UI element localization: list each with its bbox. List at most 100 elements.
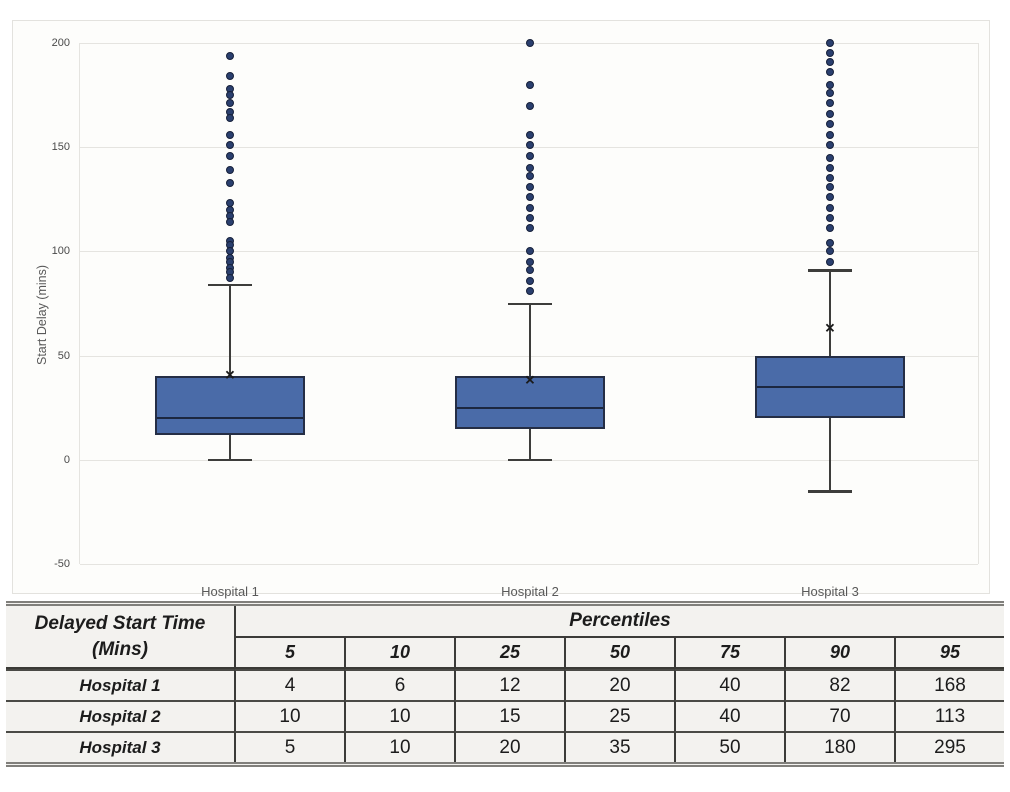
outlier-dot <box>826 99 834 108</box>
table-cell: 10 <box>234 700 344 731</box>
outlier-dot <box>826 120 834 129</box>
whisker-cap <box>208 458 252 462</box>
y-axis-tick-label: 200 <box>51 37 70 49</box>
outlier-dot <box>526 276 534 285</box>
whisker-cap <box>808 269 852 272</box>
outlier-dot <box>526 39 534 47</box>
whisker-cap <box>808 490 852 493</box>
boxplot-box <box>155 376 305 435</box>
table-corner-header: Delayed Start Time (Mins) <box>6 606 234 669</box>
table-cell: 10 <box>344 700 454 731</box>
table-cell: 180 <box>784 731 894 762</box>
table-cell: 35 <box>564 731 674 762</box>
outlier-dot <box>826 247 834 256</box>
outlier-dot <box>826 239 834 248</box>
table-cell: 40 <box>674 669 784 700</box>
outlier-dot <box>826 109 834 118</box>
corner-header-line1: Delayed Start Time <box>34 612 206 634</box>
median-line <box>157 417 303 420</box>
table-cell: 25 <box>564 700 674 731</box>
outlier-dot <box>826 214 834 223</box>
outlier-dot <box>526 141 534 150</box>
outlier-dot <box>526 164 534 173</box>
table-cell: 295 <box>894 731 1004 762</box>
outlier-dot <box>826 203 834 212</box>
column-header: 50 <box>564 638 674 669</box>
table-cell: 4 <box>234 669 344 700</box>
outlier-dot <box>526 172 534 181</box>
outlier-dot <box>226 72 234 81</box>
outlier-dot <box>826 141 834 150</box>
outlier-dot <box>526 257 534 266</box>
table-cell: 82 <box>784 669 894 700</box>
outlier-dot <box>826 153 834 162</box>
x-category-label: Hospital 3 <box>801 584 859 599</box>
whisker-cap <box>508 458 552 462</box>
mean-marker: ✕ <box>224 368 236 384</box>
outlier-dot <box>226 91 234 100</box>
table-cell: 5 <box>234 731 344 762</box>
outlier-dot <box>526 151 534 160</box>
percentiles-table: Delayed Start Time (Mins) Percentiles 5 … <box>6 601 1004 767</box>
column-header: 25 <box>454 638 564 669</box>
corner-header-line2: (Mins) <box>92 638 148 660</box>
y-axis-tick-label: -50 <box>54 558 70 570</box>
x-category-label: Hospital 1 <box>201 584 259 599</box>
column-header: 90 <box>784 638 894 669</box>
outlier-dot <box>526 286 534 295</box>
outlier-dot <box>526 266 534 275</box>
table-cell: 20 <box>564 669 674 700</box>
outlier-dot <box>526 182 534 191</box>
outlier-dot <box>526 224 534 233</box>
whisker-line <box>229 284 231 460</box>
outlier-dot <box>826 80 834 89</box>
outlier-dot <box>226 141 234 150</box>
whisker-cap <box>208 283 252 287</box>
outlier-dot <box>526 80 534 89</box>
outlier-dot <box>226 114 234 123</box>
table-cell: 6 <box>344 669 454 700</box>
table-cell: 50 <box>674 731 784 762</box>
table-cell: 113 <box>894 700 1004 731</box>
outlier-dot <box>226 178 234 187</box>
row-label: Hospital 2 <box>6 700 234 731</box>
table-cell: 40 <box>674 700 784 731</box>
y-axis-title: Start Delay (mins) <box>35 264 49 366</box>
outlier-dot <box>226 218 234 227</box>
boxplot-box <box>455 376 605 429</box>
group-header: Percentiles <box>234 606 1004 638</box>
whisker-cap <box>508 302 552 305</box>
y-axis-tick-label: 100 <box>51 245 70 258</box>
table-cell: 15 <box>454 700 564 731</box>
outlier-dot <box>826 49 834 58</box>
table-cell: 10 <box>344 731 454 762</box>
column-header: 95 <box>894 638 1004 669</box>
outlier-dot <box>826 57 834 66</box>
y-axis-tick-label: 50 <box>57 349 70 362</box>
outlier-dot <box>226 130 234 139</box>
outlier-dot <box>826 89 834 98</box>
outlier-dot <box>526 247 534 256</box>
median-line <box>457 406 603 409</box>
boxplot-chart: Start Delay (mins) 200 150 100 50 0 -50 Hospit… <box>12 20 990 599</box>
x-category-label: Hospital 2 <box>501 584 559 599</box>
column-header: 75 <box>674 638 784 669</box>
mean-marker: ✕ <box>824 320 836 336</box>
outlier-dot <box>826 39 834 47</box>
median-line <box>757 385 903 388</box>
outlier-dot <box>826 193 834 202</box>
y-axis-tick-label: 0 <box>63 453 70 466</box>
outlier-dot <box>526 203 534 212</box>
column-header: 5 <box>234 638 344 669</box>
outlier-dot <box>226 51 234 60</box>
outlier-dot <box>526 214 534 223</box>
plot-area: 200 150 100 50 0 -50 Hospital 1 Hospital 2 Hospi… <box>52 37 979 599</box>
gridline <box>80 355 978 357</box>
outlier-dot <box>826 164 834 173</box>
outlier-dot <box>826 224 834 233</box>
table-cell: 70 <box>784 700 894 731</box>
column-header: 10 <box>344 638 454 669</box>
outlier-dot <box>826 257 834 266</box>
table-cell: 12 <box>454 669 564 700</box>
